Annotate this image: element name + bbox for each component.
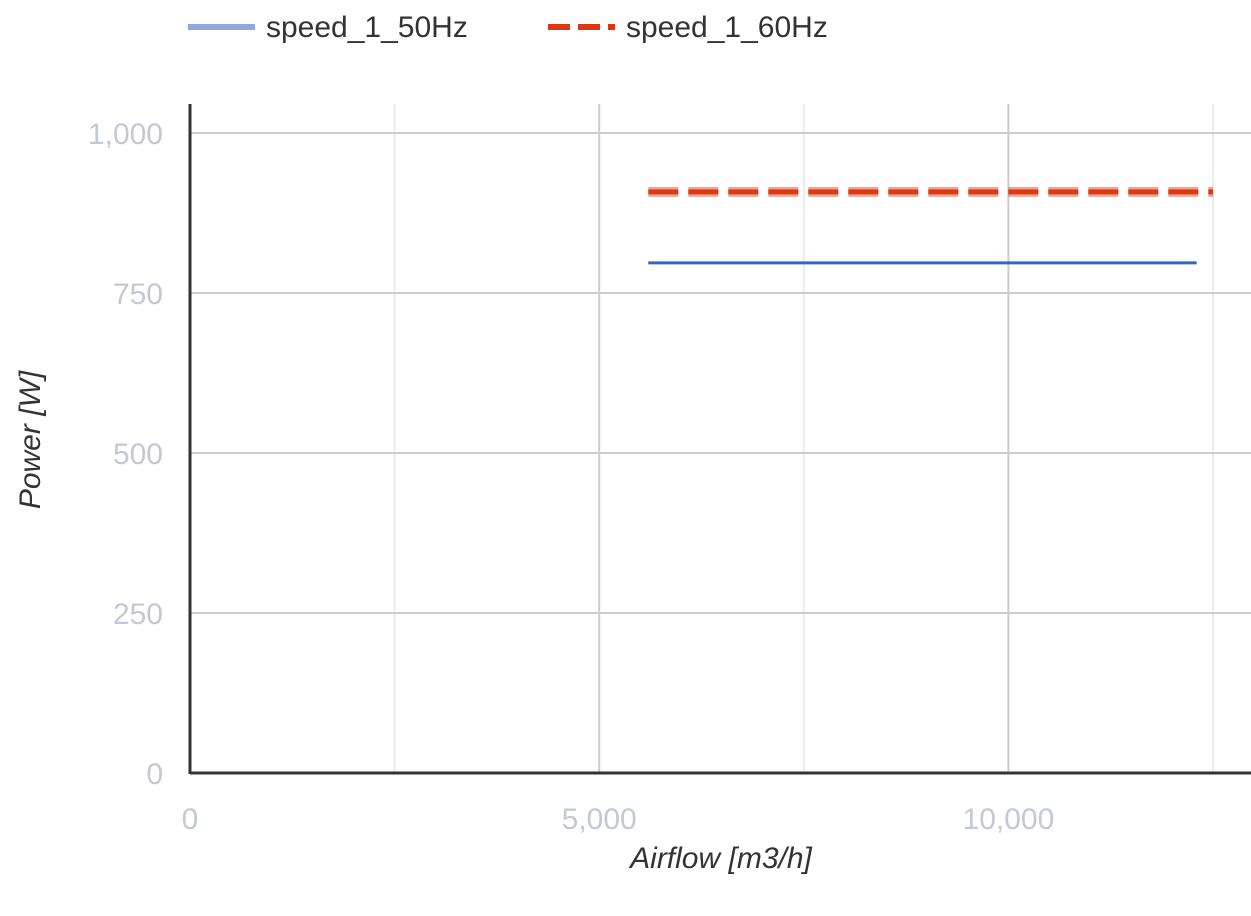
y-tick-label: 750: [113, 278, 163, 311]
major-gridlines: [190, 104, 1251, 773]
x-tick-label: 10,000: [963, 803, 1055, 836]
legend: speed_1_50Hz speed_1_60Hz: [188, 11, 828, 44]
x-tick-label: 5,000: [562, 803, 637, 836]
y-tick-label: 0: [146, 758, 163, 791]
y-tick-label: 500: [113, 438, 163, 471]
x-tick-label: 0: [182, 803, 199, 836]
minor-gridlines: [393, 104, 1214, 773]
y-tick-label: 1,000: [88, 118, 163, 151]
legend-label-speed-1-60hz: speed_1_60Hz: [626, 11, 828, 44]
x-axis-title: Airflow [m3/h]: [628, 842, 812, 875]
x-tick-labels: 0 5,000 10,000: [182, 803, 1055, 836]
y-axis-title: Power [W]: [14, 370, 47, 509]
legend-label-speed-1-50hz: speed_1_50Hz: [266, 11, 468, 44]
series-layer: [648, 186, 1213, 265]
y-tick-label: 250: [113, 598, 163, 631]
y-tick-labels: 0 250 500 750 1,000: [88, 118, 163, 791]
